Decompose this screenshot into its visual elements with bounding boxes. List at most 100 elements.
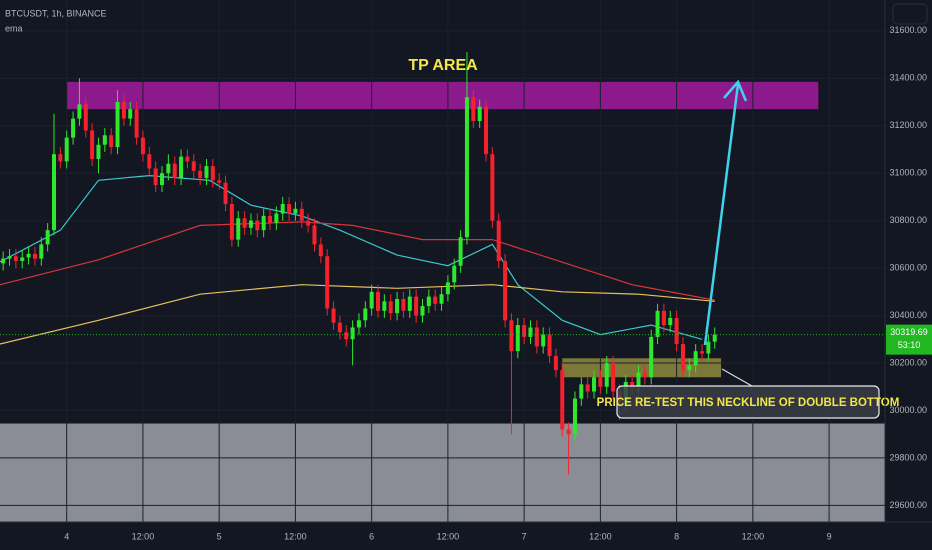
- candle-body: [128, 109, 133, 119]
- last-price-tag: [886, 324, 932, 355]
- candle-body: [344, 332, 349, 340]
- x-tick-label: 9: [827, 531, 832, 541]
- candle-body: [471, 97, 476, 122]
- callout-connector: [721, 368, 753, 387]
- candle-body: [261, 215, 266, 231]
- candle-body: [77, 104, 82, 119]
- candle-body: [185, 156, 190, 162]
- candle-body: [560, 370, 565, 430]
- arrow-head: [723, 79, 748, 102]
- candle-body: [515, 325, 520, 352]
- x-tick-label: 4: [64, 531, 69, 541]
- candle-body: [90, 130, 95, 159]
- overlay: PRICE RE-TEST THIS NECKLINE OF DOUBLE BO…: [408, 57, 899, 419]
- candle-body: [1, 258, 6, 264]
- candle-body: [147, 154, 152, 169]
- candle-body: [706, 341, 711, 354]
- x-tick-label: 7: [522, 531, 527, 541]
- candle-body: [509, 320, 514, 352]
- candle-body: [693, 351, 698, 366]
- candle-body: [217, 180, 222, 183]
- price-zone: [66, 81, 819, 110]
- candle-body: [293, 208, 298, 214]
- candle-body: [458, 237, 463, 266]
- y-tick-label: 31200.00: [889, 120, 927, 130]
- candle-body: [592, 377, 597, 392]
- y-tick-label: 30200.00: [889, 357, 927, 367]
- candle-body: [140, 137, 145, 155]
- candle-body: [331, 308, 336, 323]
- y-tick-label: 30000.00: [889, 405, 927, 415]
- candle-body: [630, 382, 635, 387]
- candle-body: [299, 208, 304, 221]
- candle-body: [255, 220, 260, 231]
- candle-body: [204, 166, 209, 178]
- x-tick-label: 12:00: [742, 531, 765, 541]
- scale-button[interactable]: [892, 3, 928, 25]
- candle-body: [420, 306, 425, 316]
- candle-body: [166, 163, 171, 174]
- candle-body: [242, 218, 247, 228]
- last-price-label: 30319.69: [890, 327, 928, 337]
- x-tick-label: 6: [369, 531, 374, 541]
- candle-body: [369, 291, 374, 309]
- candle-body: [661, 310, 666, 326]
- countdown-label: 53:10: [898, 340, 921, 350]
- candle-body: [52, 154, 57, 231]
- candle-body: [325, 256, 330, 309]
- candles: [1, 52, 717, 475]
- candle-body: [426, 296, 431, 307]
- x-tick-label: 5: [217, 531, 222, 541]
- candle-body: [598, 377, 603, 387]
- candle-body: [223, 182, 228, 205]
- candle-body: [395, 298, 400, 314]
- candle-body: [503, 261, 508, 321]
- tp-label: TP AREA: [408, 57, 478, 74]
- candle-body: [337, 322, 342, 333]
- candle-body: [179, 156, 184, 178]
- y-tick-label: 29800.00: [889, 452, 927, 462]
- candle-body: [20, 257, 25, 261]
- candle-body: [64, 137, 69, 162]
- candle-body: [464, 97, 469, 238]
- candle-body: [642, 372, 647, 378]
- candle-body: [439, 294, 444, 304]
- candle-body: [306, 220, 311, 226]
- candle-body: [229, 204, 234, 240]
- candle-body: [210, 166, 215, 181]
- candle-body: [477, 106, 482, 122]
- candle-body: [445, 282, 450, 295]
- axes: 29600.00 29800.00 30000.00 30200.00 30400.00…: [0, 25, 932, 541]
- y-tick-label: 30800.00: [889, 215, 927, 225]
- ema-lines: [0, 174, 715, 345]
- y-tick-label: 31600.00: [889, 25, 927, 35]
- candle-body: [39, 244, 44, 259]
- candle-body: [7, 256, 12, 259]
- candle-body: [13, 256, 18, 261]
- candle-body: [172, 163, 177, 178]
- candle-body: [26, 253, 31, 258]
- candle-body: [134, 109, 139, 138]
- candle-body: [553, 355, 558, 371]
- candle-body: [376, 291, 381, 311]
- candle-body: [153, 168, 158, 186]
- candle-body: [45, 230, 50, 245]
- candle-body: [490, 154, 495, 221]
- candle-body: [401, 298, 406, 311]
- candle-body: [71, 118, 76, 138]
- candle-body: [522, 325, 527, 337]
- ema-line: [0, 221, 715, 301]
- candle-body: [160, 173, 165, 186]
- x-tick-label: 12:00: [437, 531, 460, 541]
- candle-body: [32, 253, 37, 259]
- target-arrow: [703, 83, 740, 346]
- candle-body: [572, 398, 577, 435]
- candle-body: [534, 327, 539, 347]
- candle-body: [191, 161, 196, 171]
- candle-body: [115, 102, 120, 148]
- price-zone: [0, 423, 885, 522]
- candle-body: [585, 384, 590, 392]
- candle-body: [566, 429, 571, 435]
- candle-body: [674, 317, 679, 345]
